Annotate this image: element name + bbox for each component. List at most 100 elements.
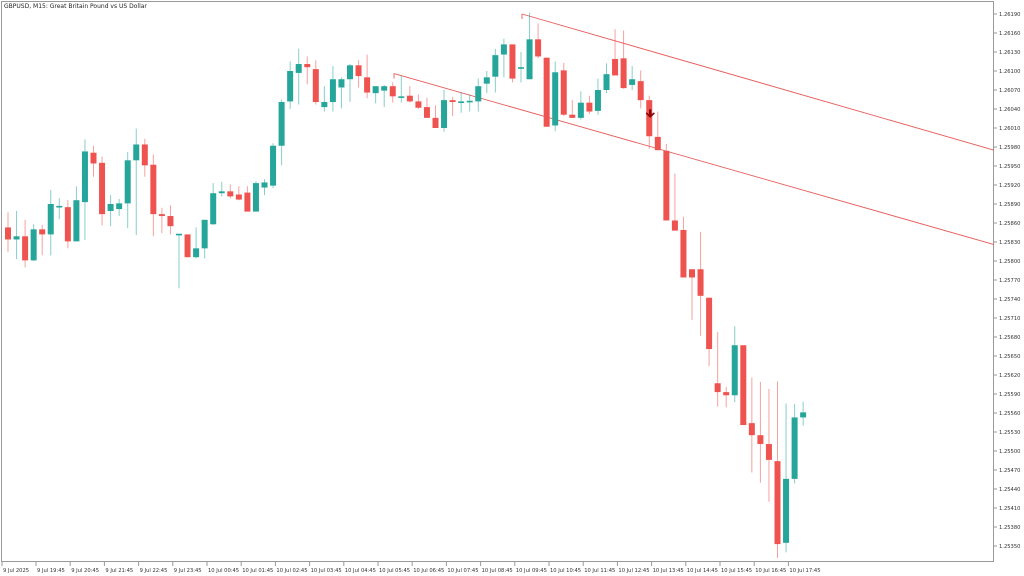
trendlines[interactable]: [393, 13, 995, 245]
candle: [133, 128, 140, 236]
time-tick-label: 10 Jul 15:45: [721, 568, 752, 574]
candle: [783, 403, 790, 553]
candle: [99, 156, 106, 226]
candle: [355, 60, 362, 88]
trendline-upper-channel[interactable]: [521, 13, 995, 151]
price-tick-label: 1.25890: [999, 202, 1020, 208]
price-tick-label: 1.25740: [999, 297, 1020, 303]
candle: [492, 48, 499, 93]
price-tick-label: 1.25710: [999, 316, 1020, 322]
time-tick-label: 10 Jul 07:45: [447, 568, 478, 574]
candle: [535, 23, 542, 59]
candle: [381, 84, 388, 108]
time-tick-label: 10 Jul 06:45: [413, 568, 444, 574]
price-tick-label: 1.25590: [999, 392, 1020, 398]
candle: [646, 95, 653, 149]
candle: [158, 207, 165, 234]
candle: [116, 198, 123, 217]
price-tick-label: 1.26190: [999, 12, 1020, 18]
candle: [800, 401, 807, 426]
candle: [398, 76, 405, 103]
price-tick-label: 1.25470: [999, 468, 1020, 474]
candle: [415, 94, 422, 109]
price-tick-label: 1.25350: [999, 544, 1020, 550]
candle: [193, 227, 200, 259]
candle: [124, 152, 131, 229]
candle: [364, 54, 371, 99]
candle: [278, 99, 285, 166]
candle: [740, 345, 747, 426]
chart-title: GBPUSD, M15: Great Britain Pound vs US D…: [4, 3, 147, 10]
time-tick-label: 9 Jul 22:45: [140, 568, 168, 574]
candle: [500, 38, 507, 78]
candle: [261, 179, 268, 196]
price-tick-label: 1.26010: [999, 126, 1020, 132]
time-tick-label: 10 Jul 16:45: [755, 568, 786, 574]
price-axis[interactable]: 1.26190 1.26160 1.26130 1.26100 1.26070 1.260…: [994, 12, 1020, 550]
candle: [671, 173, 678, 231]
candle: [706, 297, 713, 367]
candle: [620, 30, 627, 89]
candle: [466, 94, 473, 112]
candle: [689, 269, 695, 320]
candle: [184, 234, 191, 258]
candle: [201, 219, 208, 259]
candle: [64, 200, 71, 249]
candle: [629, 65, 636, 90]
candle: [458, 91, 465, 113]
trendline-lower-channel[interactable]: [393, 73, 995, 245]
candle: [338, 77, 345, 109]
candle: [569, 100, 576, 118]
candle: [73, 186, 80, 242]
candle: [518, 52, 524, 83]
candle: [680, 216, 687, 278]
time-tick-label: 10 Jul 03:45: [311, 568, 342, 574]
candle: [637, 70, 644, 109]
plot-area[interactable]: [1, 1, 994, 562]
candle: [244, 186, 251, 212]
price-tick-label: 1.26160: [999, 31, 1020, 37]
candle: [329, 65, 336, 112]
candle: [612, 29, 619, 76]
candle: [321, 86, 328, 112]
time-tick-label: 9 Jul 23:45: [174, 568, 202, 574]
candle: [509, 44, 516, 83]
candle: [5, 212, 11, 253]
time-tick-label: 10 Jul 17:45: [789, 568, 820, 574]
time-tick-label: 10 Jul 01:45: [242, 568, 273, 574]
price-tick-label: 1.25620: [999, 373, 1020, 379]
candle: [22, 219, 29, 268]
candle: [552, 61, 559, 132]
candle: [526, 12, 533, 80]
time-tick-label: 10 Jul 11:45: [584, 568, 615, 574]
time-tick-label: 10 Jul 12:45: [618, 568, 649, 574]
candle: [347, 64, 353, 103]
price-tick-label: 1.25440: [999, 487, 1020, 493]
price-tick-label: 1.25500: [999, 449, 1020, 455]
price-tick-label: 1.25560: [999, 411, 1020, 417]
time-tick-label: 9 Jul 21:45: [105, 568, 133, 574]
candle: [167, 205, 174, 235]
time-tick-label: 10 Jul 00:45: [208, 568, 239, 574]
candle: [389, 82, 396, 103]
candle: [270, 143, 277, 189]
candle: [714, 331, 721, 407]
candle: [287, 61, 294, 109]
candle: [475, 78, 482, 112]
candle: [13, 210, 20, 260]
candle: [697, 231, 704, 336]
candle: [252, 181, 259, 212]
price-tick-label: 1.25800: [999, 259, 1020, 265]
time-tick-label: 10 Jul 14:45: [687, 568, 718, 574]
time-tick-label: 9 Jul 19:45: [37, 568, 65, 574]
candle: [774, 381, 781, 559]
candle: [107, 195, 114, 227]
time-tick-label: 10 Jul 02:45: [276, 568, 307, 574]
time-axis[interactable]: 9 Jul 2025 9 Jul 19:45 9 Jul 20:45 9 Jul 21…: [1, 562, 821, 574]
price-tick-label: 1.25680: [999, 335, 1020, 341]
candle: [432, 105, 439, 128]
price-tick-label: 1.26100: [999, 69, 1020, 75]
price-tick-label: 1.25380: [999, 525, 1020, 531]
